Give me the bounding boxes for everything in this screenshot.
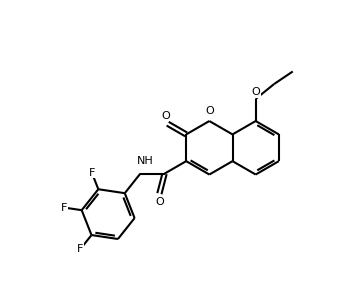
Text: O: O bbox=[205, 106, 214, 116]
Text: NH: NH bbox=[137, 156, 154, 166]
Text: F: F bbox=[61, 203, 67, 213]
Text: F: F bbox=[88, 168, 95, 178]
Text: F: F bbox=[77, 244, 83, 254]
Text: O: O bbox=[251, 87, 260, 97]
Text: O: O bbox=[161, 111, 170, 121]
Text: O: O bbox=[155, 197, 164, 206]
